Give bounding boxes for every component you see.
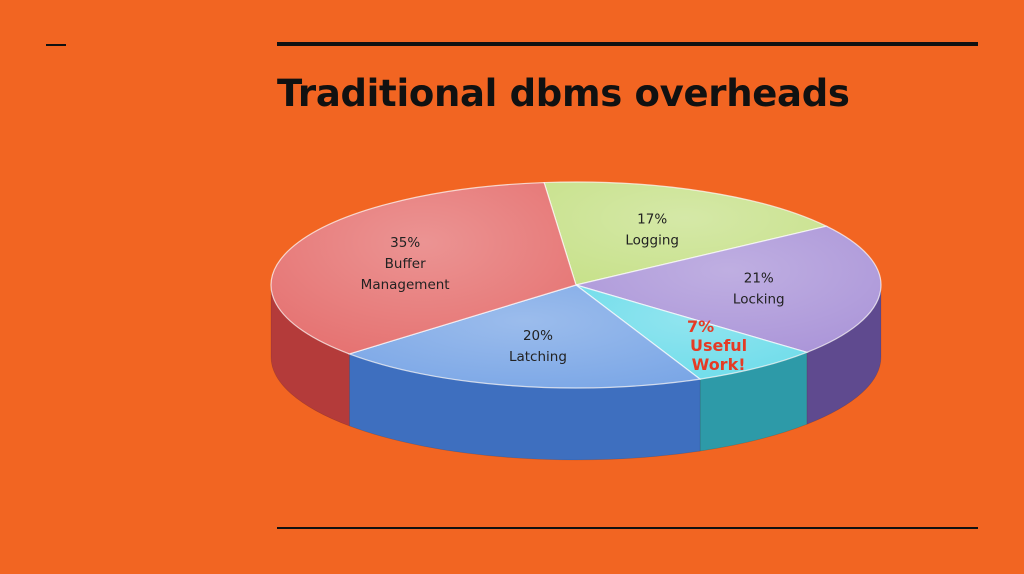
pie-category-label: Latching	[509, 349, 567, 365]
pie-value-label: 17%	[637, 211, 667, 227]
pie-category-label: Work!	[692, 355, 746, 374]
pie-value-label: 21%	[744, 271, 774, 287]
pie-category-label: Locking	[733, 292, 785, 308]
pie-chart: 17% Logging 21% Locking 7% Useful Work! 20% Latc…	[256, 170, 896, 510]
pie-category-label: Management	[361, 277, 450, 293]
pie-value-label: 20%	[523, 328, 553, 344]
pie-category-label: Useful	[690, 336, 747, 355]
pie-category-label: Logging	[625, 232, 679, 248]
slide-title: Traditional dbms overheads	[277, 72, 850, 115]
top-rule	[277, 42, 978, 46]
pie-value-label: 7%	[687, 317, 714, 336]
bottom-rule	[277, 527, 978, 529]
pie-value-label: 35%	[390, 235, 420, 251]
accent-dash	[46, 44, 66, 46]
pie-category-label: Buffer	[385, 256, 426, 272]
